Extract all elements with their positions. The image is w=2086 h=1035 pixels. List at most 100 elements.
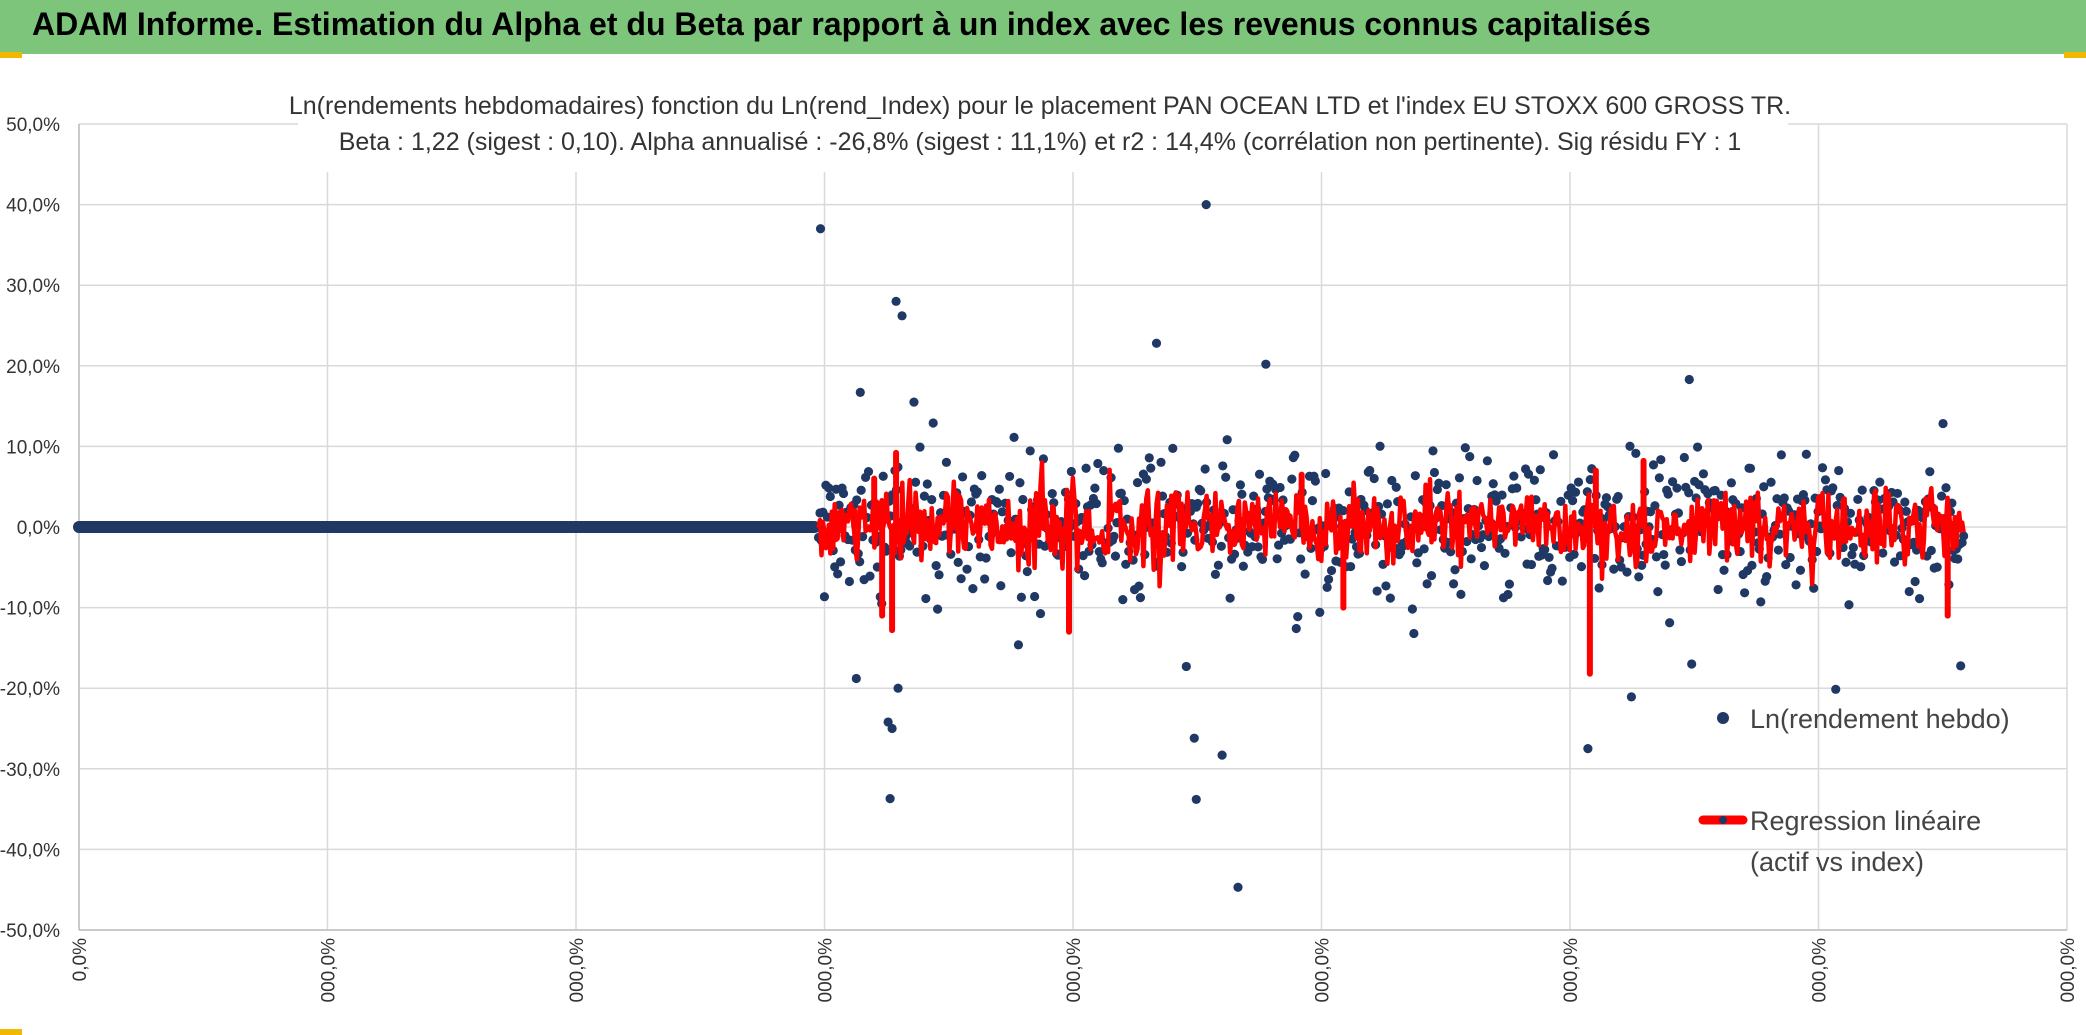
data-point <box>1875 477 1885 487</box>
data-point <box>1762 571 1772 582</box>
data-point <box>1828 483 1838 493</box>
data-point <box>1679 452 1689 463</box>
y-tick-label: 40,0% <box>6 196 60 217</box>
data-point <box>1726 478 1736 488</box>
data-point <box>1653 587 1663 597</box>
data-point <box>1253 542 1263 552</box>
data-point <box>1847 550 1857 560</box>
data-point <box>1118 595 1128 605</box>
data-point <box>1218 461 1228 471</box>
data-point <box>1346 561 1356 572</box>
data-point <box>934 570 944 580</box>
data-point <box>919 491 929 501</box>
data-point <box>819 592 830 602</box>
data-point <box>1201 200 1211 210</box>
data-point <box>1740 588 1750 598</box>
data-point <box>1504 579 1515 589</box>
data-point <box>1168 443 1178 453</box>
data-point <box>1698 469 1709 479</box>
data-point <box>1569 549 1579 559</box>
data-point <box>1756 597 1766 607</box>
data-point <box>1535 465 1545 475</box>
data-point <box>1222 435 1232 445</box>
data-point <box>1465 452 1475 462</box>
data-point <box>1684 488 1694 498</box>
data-point <box>1594 583 1604 593</box>
data-point <box>1079 571 1090 581</box>
data-point <box>909 397 919 407</box>
data-point <box>1013 640 1024 650</box>
data-point <box>1570 487 1581 497</box>
x-tick-label: 000,0% <box>1561 938 1582 1003</box>
data-point <box>1795 565 1806 575</box>
data-point <box>981 553 991 563</box>
data-point <box>1385 593 1395 603</box>
data-point <box>1745 463 1756 473</box>
legend-label-regression: Regression linéaire <box>1750 806 1981 836</box>
data-point <box>824 483 834 493</box>
y-tick-label: -30,0% <box>0 760 60 781</box>
data-point <box>1422 579 1432 589</box>
data-point <box>1568 496 1578 506</box>
legend: Ln(rendement hebdo) Regression linéaire … <box>1698 704 2010 877</box>
data-point <box>1135 593 1146 603</box>
data-point <box>941 457 952 467</box>
data-point <box>1779 493 1789 503</box>
data-point <box>1310 476 1320 486</box>
data-point <box>1904 586 1914 597</box>
data-point <box>1030 591 1040 602</box>
corner-marker <box>0 1029 22 1035</box>
data-point <box>1196 486 1206 496</box>
x-axis: 0,0% 000,0% 000,0% 000,0% 000,0% 000,0% 000,0%… <box>70 938 2079 1003</box>
data-point <box>1144 453 1154 463</box>
data-point <box>1454 473 1465 483</box>
data-point <box>1121 559 1131 569</box>
data-point <box>1035 608 1046 619</box>
data-point <box>1848 542 1858 553</box>
data-point <box>1959 531 1969 541</box>
data-point <box>1512 483 1522 493</box>
data-point <box>865 571 875 581</box>
data-point <box>1634 572 1644 582</box>
data-point <box>1523 469 1534 479</box>
data-point <box>1622 567 1632 577</box>
data-point <box>1625 441 1635 451</box>
data-point <box>1113 443 1124 453</box>
data-point <box>922 479 932 489</box>
title-background <box>298 86 1788 172</box>
data-point <box>1233 882 1243 892</box>
data-point <box>1631 448 1641 458</box>
y-tick-label: 30,0% <box>6 276 60 297</box>
data-point <box>1338 506 1348 516</box>
data-point <box>1410 471 1420 481</box>
data-point <box>972 487 982 497</box>
data-point <box>1099 466 1109 476</box>
data-point <box>1221 472 1231 482</box>
x-tick-label: 000,0% <box>2058 938 2079 1003</box>
data-point <box>844 576 855 587</box>
data-point <box>1953 554 1963 564</box>
y-tick-label: -10,0% <box>0 599 60 620</box>
data-point <box>1781 559 1791 570</box>
data-point <box>1025 446 1035 456</box>
y-axis: 50,0% 40,0% 30,0% 20,0% 10,0% 0,0% -10,0% -20,0… <box>0 115 60 942</box>
data-point <box>1817 463 1828 473</box>
x-tick-label: 000,0% <box>1064 938 1085 1003</box>
data-point <box>891 296 901 306</box>
data-point <box>1941 483 1951 493</box>
data-point <box>1090 483 1100 493</box>
data-point <box>1932 562 1942 572</box>
data-point <box>1831 684 1841 694</box>
data-point <box>1773 545 1784 555</box>
data-point <box>1900 497 1910 507</box>
y-tick-label: 50,0% <box>6 115 60 136</box>
data-point <box>1938 418 1948 429</box>
x-tick-label: 000,0% <box>567 938 588 1003</box>
data-point <box>1497 490 1507 500</box>
data-point <box>993 498 1003 508</box>
data-point <box>1844 600 1854 610</box>
y-tick-label: -50,0% <box>0 921 60 942</box>
data-point <box>1889 557 1900 567</box>
data-point <box>1441 480 1451 490</box>
data-point <box>1009 432 1019 442</box>
